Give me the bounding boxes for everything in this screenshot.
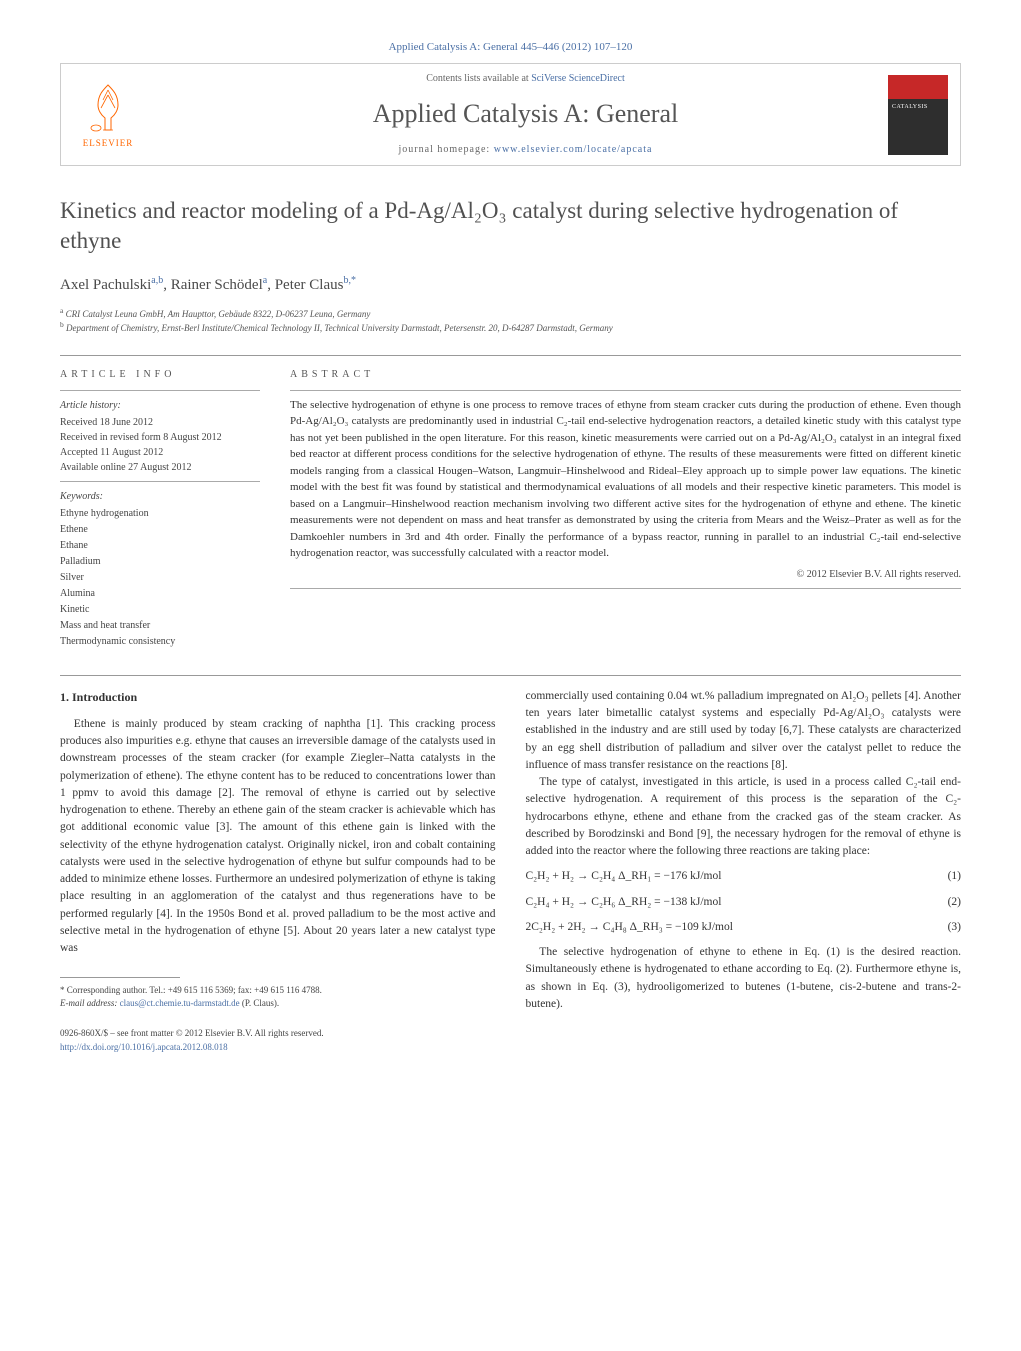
abstract-text: The selective hydrogenation of ethyne is…	[290, 397, 961, 562]
email-tail: (P. Claus).	[240, 998, 280, 1008]
info-divider	[60, 481, 260, 482]
keywords-list: Ethyne hydrogenation Ethene Ethane Palla…	[60, 506, 260, 650]
equation-3: 2C₂H₂ + 2H₂ → C₄H₈ Δ_RH₃ = −109 kJ/mol (…	[526, 919, 962, 936]
body-paragraph: Ethene is mainly produced by steam crack…	[60, 716, 496, 958]
author-2-sup: a	[263, 275, 267, 286]
running-header: Applied Catalysis A: General 445–446 (20…	[60, 40, 961, 55]
divider	[60, 355, 961, 356]
body-paragraph: The selective hydrogenation of ethyne to…	[526, 944, 962, 1013]
keywords-label: Keywords:	[60, 490, 260, 504]
keyword: Ethane	[60, 538, 260, 554]
homepage-link[interactable]: www.elsevier.com/locate/apcata	[494, 144, 653, 155]
affiliation-a: a CRI Catalyst Leuna GmbH, Am Haupttor, …	[60, 306, 961, 321]
info-divider	[60, 390, 260, 391]
elsevier-tree-icon	[83, 80, 133, 135]
keyword: Ethene	[60, 522, 260, 538]
equation-2: C₂H₄ + H₂ → C₂H₆ Δ_RH₂ = −138 kJ/mol (2)	[526, 894, 962, 911]
homepage-line: journal homepage: www.elsevier.com/locat…	[163, 143, 888, 157]
divider	[60, 675, 961, 676]
eq-number: (3)	[948, 919, 961, 936]
body-columns: 1. Introduction Ethene is mainly produce…	[60, 688, 961, 1055]
footnote-block: * Corresponding author. Tel.: +49 615 11…	[60, 984, 496, 1009]
keyword: Palladium	[60, 554, 260, 570]
footnote-separator	[60, 977, 180, 978]
elsevier-label: ELSEVIER	[83, 137, 134, 150]
author-3-sup: b,*	[343, 275, 356, 286]
email-link[interactable]: claus@ct.chemie.tu-darmstadt.de	[120, 998, 240, 1008]
contents-line: Contents lists available at SciVerse Sci…	[163, 72, 888, 86]
abstract-column: ABSTRACT The selective hydrogenation of …	[290, 368, 961, 650]
doi-link[interactable]: http://dx.doi.org/10.1016/j.apcata.2012.…	[60, 1042, 228, 1052]
corresponding-author: * Corresponding author. Tel.: +49 615 11…	[60, 984, 496, 997]
article-info-heading: ARTICLE INFO	[60, 368, 260, 382]
body-paragraph: The type of catalyst, investigated in th…	[526, 774, 962, 860]
keyword: Silver	[60, 570, 260, 586]
eq-body: 2C₂H₂ + 2H₂ → C₄H₈ Δ_RH₃ = −109 kJ/mol	[526, 919, 733, 936]
history-item: Available online 27 August 2012	[60, 460, 260, 475]
email-label: E-mail address:	[60, 998, 120, 1008]
eq-number: (2)	[948, 894, 961, 911]
info-abstract-row: ARTICLE INFO Article history: Received 1…	[60, 368, 961, 650]
keyword: Alumina	[60, 586, 260, 602]
history-item: Received in revised form 8 August 2012	[60, 430, 260, 445]
sciencedirect-link[interactable]: SciVerse ScienceDirect	[531, 73, 625, 84]
keyword: Thermodynamic consistency	[60, 634, 260, 650]
homepage-label: journal homepage:	[399, 144, 494, 155]
journal-header-box: ELSEVIER Contents lists available at Sci…	[60, 63, 961, 165]
eq-body: C₂H₄ + H₂ → C₂H₆ Δ_RH₂ = −138 kJ/mol	[526, 894, 722, 911]
history-item: Received 18 June 2012	[60, 415, 260, 430]
elsevier-logo: ELSEVIER	[73, 75, 143, 155]
email-line: E-mail address: claus@ct.chemie.tu-darms…	[60, 997, 496, 1010]
equation-1: C₂H₂ + H₂ → C₂H₄ Δ_RH₁ = −176 kJ/mol (1)	[526, 868, 962, 885]
history-label: Article history:	[60, 399, 260, 413]
author-2: Rainer Schödel	[171, 277, 263, 293]
keyword: Ethyne hydrogenation	[60, 506, 260, 522]
history-item: Accepted 11 August 2012	[60, 445, 260, 460]
section-heading: 1. Introduction	[60, 688, 496, 706]
info-divider	[290, 390, 961, 391]
abstract-copyright: © 2012 Elsevier B.V. All rights reserved…	[290, 568, 961, 582]
body-paragraph: commercially used containing 0.04 wt.% p…	[526, 688, 962, 774]
footer-block: 0926-860X/$ – see front matter © 2012 El…	[60, 1027, 496, 1054]
eq-number: (1)	[948, 868, 961, 885]
info-divider	[290, 588, 961, 589]
keyword: Mass and heat transfer	[60, 618, 260, 634]
article-title: Kinetics and reactor modeling of a Pd-Ag…	[60, 196, 961, 256]
history-list: Received 18 June 2012 Received in revise…	[60, 415, 260, 475]
affiliations: a CRI Catalyst Leuna GmbH, Am Haupttor, …	[60, 306, 961, 335]
keyword: Kinetic	[60, 602, 260, 618]
article-info: ARTICLE INFO Article history: Received 1…	[60, 368, 260, 650]
contents-text: Contents lists available at	[426, 73, 531, 84]
eq-body: C₂H₂ + H₂ → C₂H₄ Δ_RH₁ = −176 kJ/mol	[526, 868, 722, 885]
journal-name: Applied Catalysis A: General	[163, 96, 888, 132]
affiliation-b: b Department of Chemistry, Ernst-Berl In…	[60, 320, 961, 335]
author-1-sup: a,b	[151, 275, 163, 286]
abstract-heading: ABSTRACT	[290, 368, 961, 382]
author-3: Peter Claus	[275, 277, 344, 293]
authors: Axel Pachulskia,b, Rainer Schödela, Pete…	[60, 274, 961, 296]
front-matter-line: 0926-860X/$ – see front matter © 2012 El…	[60, 1027, 496, 1041]
author-1: Axel Pachulski	[60, 277, 151, 293]
header-center: Contents lists available at SciVerse Sci…	[163, 72, 888, 156]
journal-cover-thumb	[888, 75, 948, 155]
